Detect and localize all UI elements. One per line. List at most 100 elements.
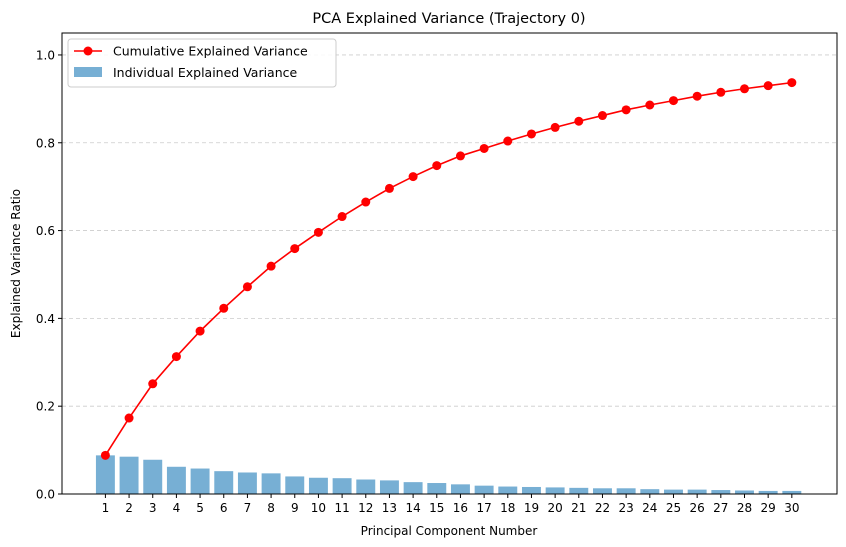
x-tick-label: 9 — [291, 501, 299, 515]
cumulative-point — [432, 161, 442, 171]
cumulative-point — [716, 87, 726, 97]
plot-background — [62, 33, 837, 494]
x-tick-label: 27 — [713, 501, 728, 515]
x-tick-label: 11 — [334, 501, 349, 515]
x-tick-label: 20 — [547, 501, 562, 515]
legend-bar-swatch — [74, 67, 102, 77]
bar — [143, 459, 163, 494]
x-tick-label: 15 — [429, 501, 444, 515]
bar — [261, 473, 281, 494]
x-tick-label: 2 — [125, 501, 133, 515]
chart-title: PCA Explained Variance (Trajectory 0) — [312, 11, 585, 27]
bar — [687, 489, 707, 494]
x-tick-label: 18 — [500, 501, 515, 515]
cumulative-point — [384, 183, 394, 193]
x-tick-label: 12 — [358, 501, 373, 515]
cumulative-point — [290, 244, 300, 254]
bar — [735, 490, 754, 494]
y-tick-label: 0.2 — [36, 400, 55, 414]
x-axis-ticks: 1 2 3 4 5 6 7 8 9 10 11 12 13 14 15 16 17 18 19 20 21 22 23 24 2… — [102, 494, 799, 515]
bar — [119, 456, 139, 494]
bar — [356, 479, 376, 494]
x-tick-label: 19 — [524, 501, 539, 515]
x-axis-label: Principal Component Number — [361, 524, 538, 538]
cumulative-point — [124, 413, 134, 423]
cumulative-point — [337, 212, 347, 222]
bar — [498, 486, 518, 494]
cumulative-point — [266, 261, 276, 271]
bar — [474, 485, 494, 494]
x-tick-label: 22 — [595, 501, 610, 515]
x-tick-label: 5 — [196, 501, 204, 515]
y-tick-label: 1.0 — [36, 48, 55, 62]
cumulative-point — [739, 84, 749, 94]
plot-frame — [61, 32, 838, 495]
x-tick-label: 21 — [571, 501, 586, 515]
cumulative-point — [408, 172, 418, 182]
bar — [711, 490, 731, 494]
cumulative-point — [550, 122, 560, 132]
x-tick-label: 6 — [220, 501, 228, 515]
cumulative-point — [503, 136, 513, 146]
bar — [95, 455, 115, 494]
line-series — [100, 78, 797, 460]
y-tick-label: 0.4 — [36, 312, 55, 326]
x-tick-label: 8 — [267, 501, 275, 515]
bar — [403, 482, 423, 494]
bar — [569, 487, 589, 494]
cumulative-point — [313, 227, 323, 237]
bar — [379, 480, 399, 494]
cumulative-point — [526, 129, 536, 139]
x-tick-label: 7 — [244, 501, 252, 515]
y-tick-label: 0.6 — [36, 224, 55, 238]
bar — [427, 483, 447, 494]
y-tick-label: 0.8 — [36, 136, 55, 150]
bar — [332, 478, 352, 494]
bar — [758, 490, 778, 494]
legend-individual-label: Individual Explained Variance — [113, 65, 298, 80]
x-tick-label: 17 — [476, 501, 491, 515]
cumulative-point — [692, 91, 702, 101]
cumulative-point — [621, 105, 631, 115]
bar — [616, 488, 636, 494]
bar — [545, 487, 565, 494]
legend-line-marker — [83, 46, 93, 56]
legend-box — [67, 38, 337, 88]
cumulative-point — [195, 326, 205, 336]
x-tick-label: 13 — [382, 501, 397, 515]
cumulative-point — [148, 379, 158, 389]
bar — [450, 484, 470, 494]
cumulative-point — [171, 352, 181, 362]
bar — [308, 477, 328, 494]
bar-series — [95, 455, 802, 494]
bar — [190, 468, 210, 494]
cumulative-point — [574, 116, 584, 126]
bar — [214, 471, 234, 494]
cumulative-point — [219, 303, 229, 313]
cumulative-point — [455, 151, 465, 161]
x-tick-label: 24 — [642, 501, 657, 515]
x-tick-label: 14 — [405, 501, 420, 515]
x-tick-label: 1 — [102, 501, 110, 515]
x-tick-label: 26 — [690, 501, 705, 515]
x-tick-label: 28 — [737, 501, 752, 515]
bar — [664, 489, 683, 494]
cumulative-point — [242, 282, 252, 292]
y-axis-ticks: 0.0 0.2 0.4 0.6 0.8 1.0 — [36, 48, 62, 502]
x-tick-label: 23 — [618, 501, 633, 515]
legend-cumulative-label: Cumulative Explained Variance — [113, 44, 308, 59]
cumulative-point — [361, 197, 371, 207]
cumulative-point — [787, 78, 797, 88]
x-tick-label: 29 — [761, 501, 776, 515]
cumulative-point — [100, 450, 110, 460]
bar — [640, 489, 660, 494]
bar — [285, 476, 305, 494]
x-tick-label: 25 — [666, 501, 681, 515]
bar — [521, 486, 541, 494]
x-tick-label: 3 — [149, 501, 157, 515]
cumulative-point — [479, 143, 489, 153]
cumulative-point — [645, 100, 655, 110]
bar — [166, 466, 186, 494]
cumulative-point — [668, 96, 678, 106]
